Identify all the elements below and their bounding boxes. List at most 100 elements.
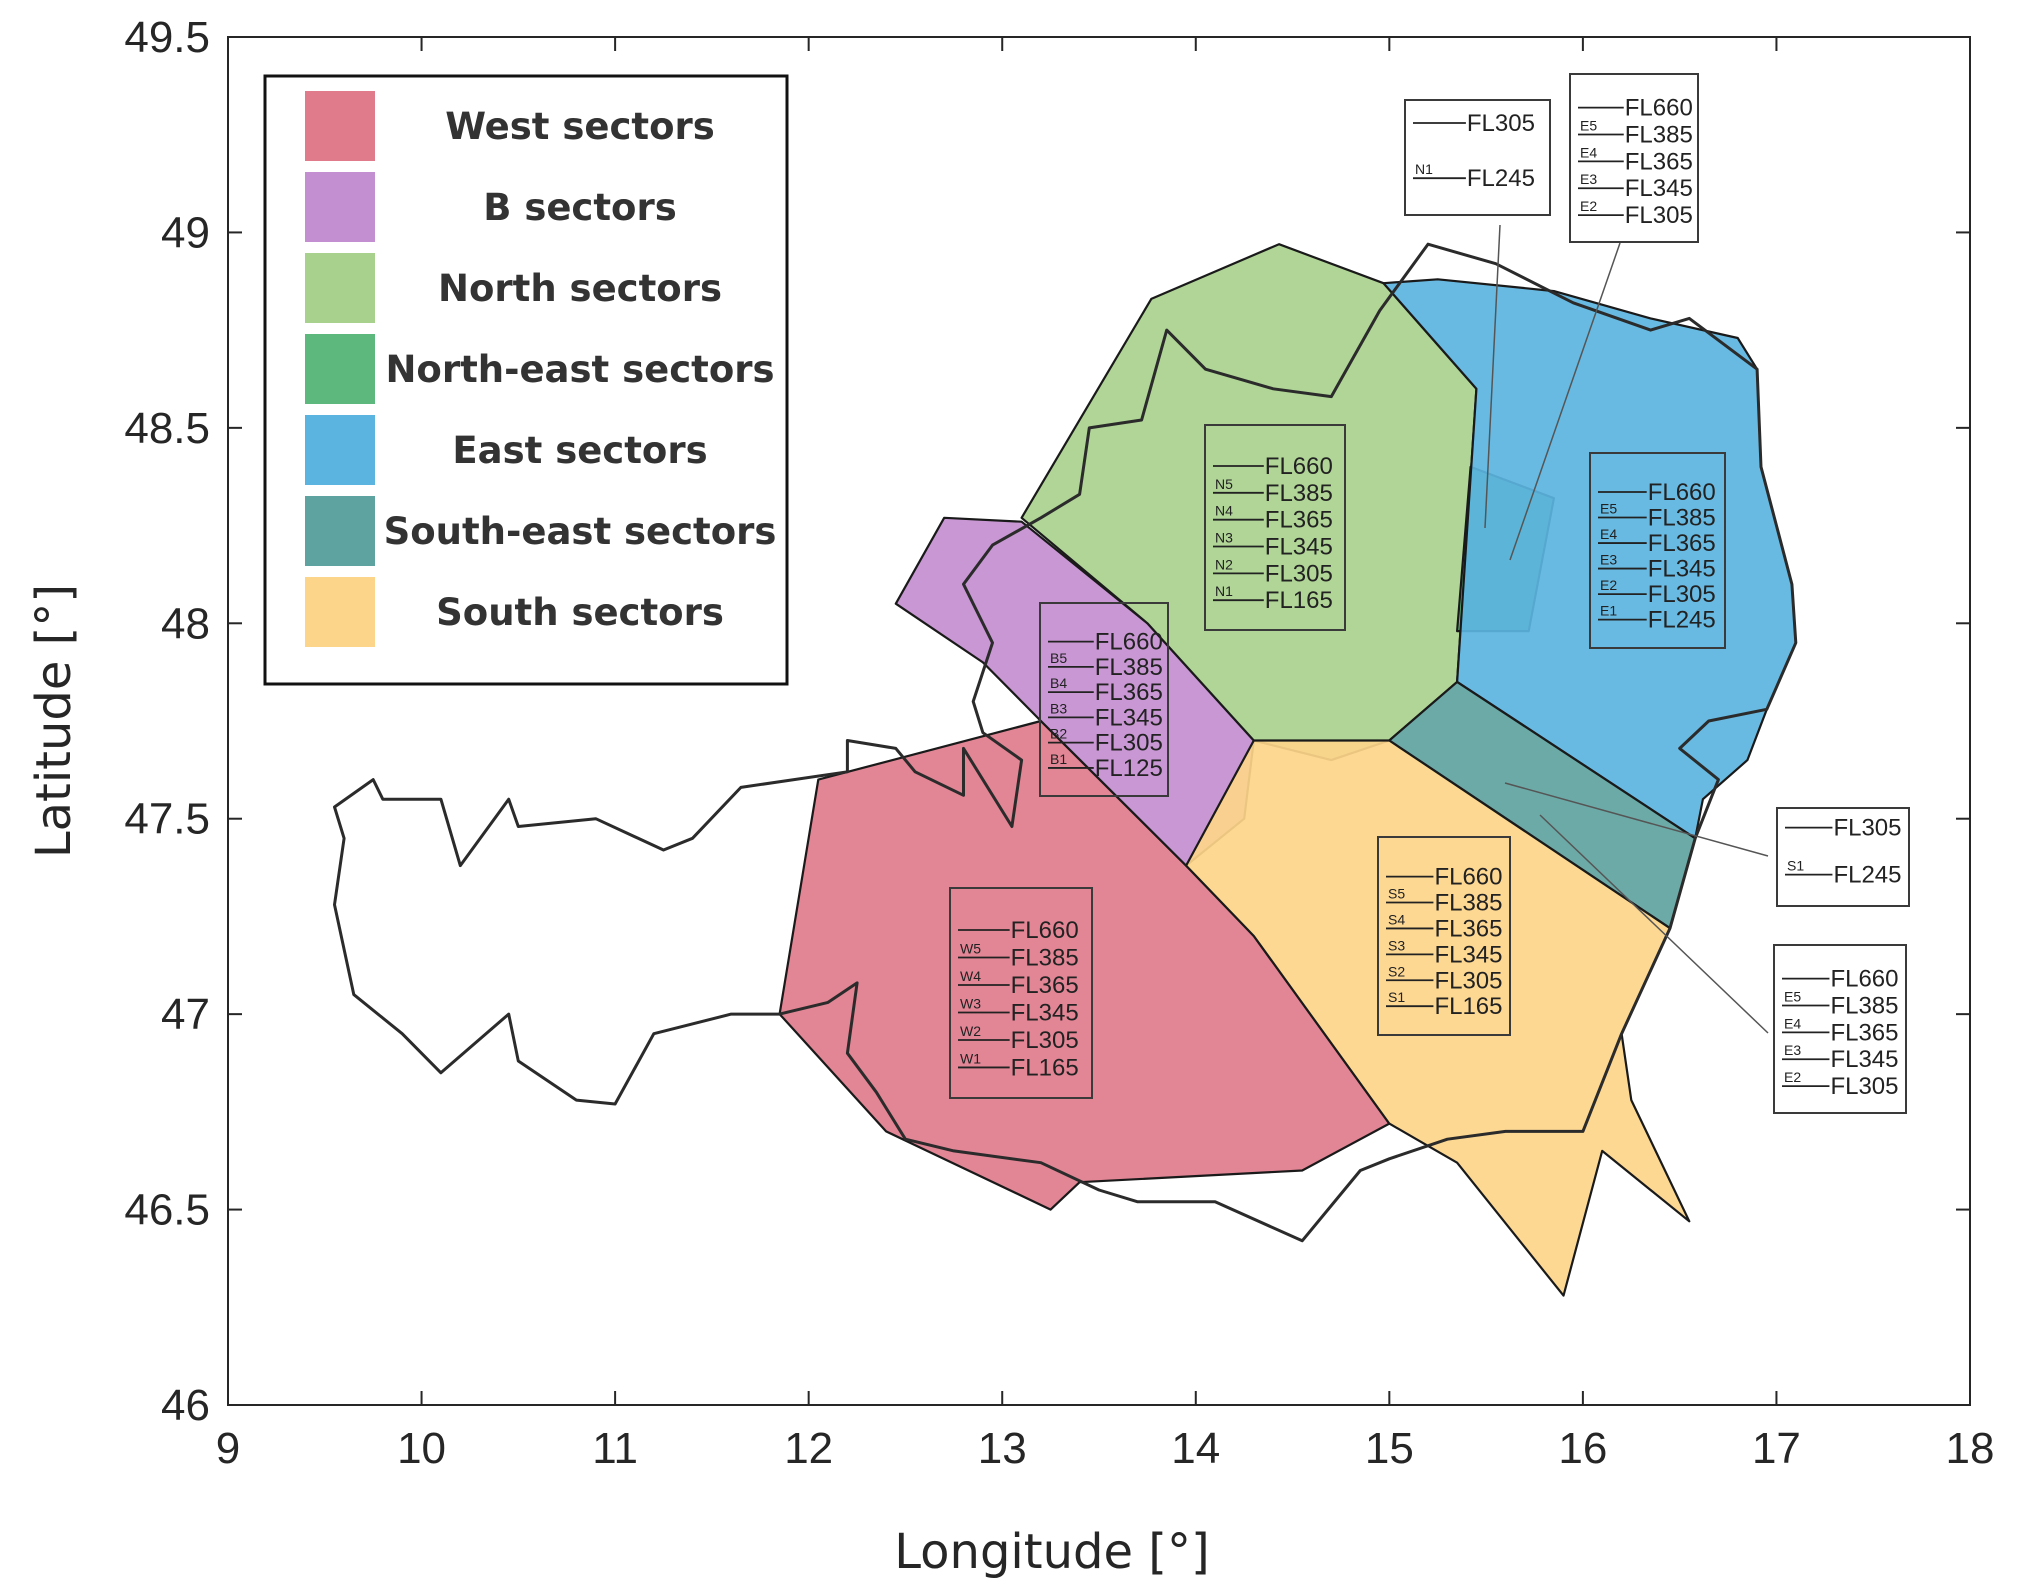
flight-level-label: FL245: [1833, 862, 1901, 889]
country-border: [333, 242, 1798, 1243]
y-tick-label: 46.5: [124, 1186, 210, 1235]
flight-level-label: FL305: [1833, 815, 1901, 842]
flight-level-label: FL305: [1467, 110, 1535, 137]
flight-level-label: FL660: [1011, 917, 1079, 944]
sector-id-label: E4: [1784, 1015, 1801, 1031]
label-frame: [1569, 73, 1699, 243]
x-tick-label: 17: [1752, 1424, 1801, 1473]
legend-swatch: [305, 91, 375, 161]
label-frame: [1773, 944, 1907, 1114]
sector-id-label: S2: [1388, 963, 1405, 979]
flight-level-label: FL245: [1467, 165, 1535, 192]
austria-border-line: [333, 242, 1798, 1243]
x-tick-label: 14: [1171, 1424, 1220, 1473]
y-tick-label: 49.5: [124, 13, 210, 62]
flight-level-label: FL385: [1648, 505, 1716, 532]
sector-id-label: S3: [1388, 937, 1405, 953]
sector-id-label: E3: [1784, 1042, 1801, 1058]
flight-level-label: FL385: [1625, 121, 1693, 148]
label-frame: [949, 887, 1093, 1099]
flight-level-label: FL305: [1434, 967, 1502, 994]
legend-swatch: [305, 415, 375, 485]
legend-label: East sectors: [452, 429, 707, 472]
sector-id-label: S1: [1388, 989, 1405, 1005]
label-frame: [1039, 602, 1169, 797]
sector-id-label: E2: [1784, 1069, 1801, 1085]
flight-level-label: FL660: [1434, 864, 1502, 891]
flight-level-label: FL345: [1625, 175, 1693, 202]
legend-label: South-east sectors: [384, 510, 777, 553]
legend-label: North-east sectors: [385, 348, 774, 391]
x-tick-label: 18: [1946, 1424, 1995, 1473]
sector-id-label: E2: [1580, 198, 1597, 214]
flight-level-label: FL345: [1095, 704, 1163, 731]
flight-level-label: FL365: [1265, 507, 1333, 534]
sector-id-label: N3: [1215, 530, 1233, 546]
legend-swatch: [305, 334, 375, 404]
flight-level-label: FL660: [1625, 95, 1693, 122]
x-tick-label: 13: [978, 1424, 1027, 1473]
flight-level-label: FL365: [1830, 1019, 1898, 1046]
flight-level-label: FL365: [1434, 915, 1502, 942]
flight-level-label: FL165: [1434, 993, 1502, 1020]
y-tick-label: 46: [161, 1381, 210, 1430]
label-box-se-s1-out: FL305 FL245 S1: [1776, 807, 1910, 907]
label-frame: [1204, 424, 1346, 631]
sector-id-label: B5: [1050, 650, 1067, 666]
sector-id-label: W1: [960, 1050, 981, 1066]
flight-level-label: FL305: [1095, 730, 1163, 757]
x-tick-label: 15: [1365, 1424, 1414, 1473]
legend-swatch: [305, 172, 375, 242]
flight-level-label: FL365: [1648, 530, 1716, 557]
flight-level-labels: FL660FL385FL365FL345FL305FL165N5N4N3N2N1…: [949, 73, 1910, 1114]
y-tick-label: 47.5: [124, 795, 210, 844]
flight-level-label: FL125: [1095, 755, 1163, 782]
label-box-ne-n1-out: FL305 FL245 N1: [1404, 99, 1551, 216]
sector-id-label: B4: [1050, 675, 1067, 691]
sector-id-label: B2: [1050, 726, 1067, 742]
sector-id-label: S1: [1787, 858, 1804, 874]
sector-id-label: E4: [1580, 144, 1597, 160]
flight-level-label: FL345: [1011, 999, 1079, 1026]
flight-level-label: FL165: [1011, 1054, 1079, 1081]
label-frame: [1589, 452, 1726, 649]
x-tick-label: 12: [784, 1424, 833, 1473]
x-tick-label: 11: [592, 1424, 638, 1473]
sector-id-label: E4: [1600, 526, 1617, 542]
sector-id-label: B1: [1050, 751, 1067, 767]
sector-id-label: E5: [1784, 988, 1801, 1004]
label-frame: [1377, 836, 1511, 1036]
legend: West sectors B sectors North sectors North-…: [263, 74, 789, 686]
leader-line: [1484, 224, 1501, 529]
sector-id-label: N5: [1215, 476, 1233, 492]
y-tick-label: 49: [161, 208, 210, 257]
sector-id-label: W3: [960, 995, 981, 1011]
flight-level-label: FL660: [1095, 629, 1163, 656]
y-tick-label: 47: [161, 990, 210, 1039]
flight-level-label: FL385: [1830, 992, 1898, 1019]
flight-level-label: FL660: [1648, 479, 1716, 506]
flight-level-label: FL385: [1095, 654, 1163, 681]
x-tick-label: 9: [216, 1424, 240, 1473]
flight-level-label: FL245: [1648, 607, 1716, 634]
legend-swatch: [305, 496, 375, 566]
sector-id-label: E3: [1600, 552, 1617, 568]
leader-line: [1509, 242, 1621, 561]
legend-swatch: [305, 253, 375, 323]
flight-level-label: FL305: [1830, 1073, 1898, 1100]
sector-id-label: N1: [1415, 161, 1433, 177]
flight-level-label: FL385: [1434, 890, 1502, 917]
flight-level-label: FL365: [1095, 679, 1163, 706]
leader-line: [1504, 782, 1769, 857]
x-axis-label: Longitude [°]: [894, 1524, 1209, 1580]
flight-level-label: FL305: [1648, 581, 1716, 608]
flight-level-label: FL660: [1830, 966, 1898, 993]
sector-id-label: E3: [1580, 171, 1597, 187]
